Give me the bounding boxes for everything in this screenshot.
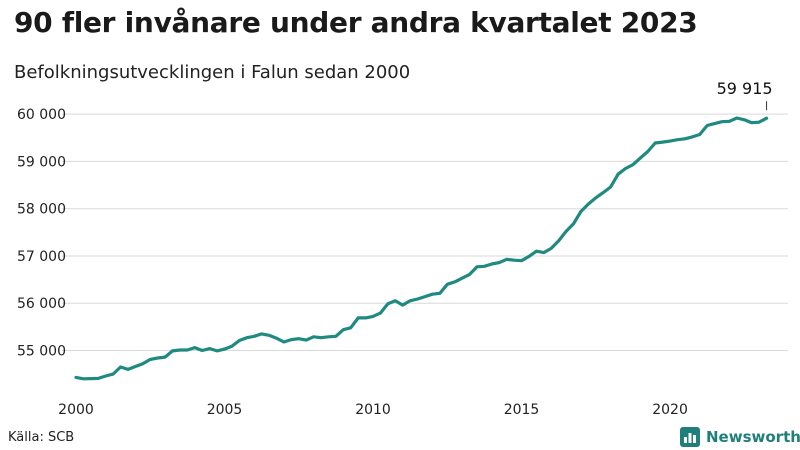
chart-title: 90 fler invånare under andra kvartalet 2… [14, 6, 698, 39]
y-tick-label: 57 000 [17, 249, 66, 265]
chart-subtitle: Befolkningsutvecklingen i Falun sedan 20… [14, 62, 411, 83]
y-tick-label: 59 000 [17, 154, 66, 170]
x-tick-label: 2020 [652, 402, 688, 418]
population-line [74, 116, 769, 381]
brand-name: Newsworthy [706, 428, 800, 446]
source-note: Källa: SCB [8, 430, 75, 445]
y-tick-label: 55 000 [17, 343, 66, 359]
gridlines [62, 113, 788, 351]
bar-chart-logo-icon [680, 427, 700, 447]
series-layer [74, 116, 769, 381]
y-tick-label: 56 000 [17, 296, 66, 312]
x-tick-label: 2010 [355, 402, 391, 418]
y-axis-labels: 55 000 56 000 57 000 58 000 59 000 60 000 [17, 107, 66, 359]
y-tick-label: 60 000 [17, 107, 66, 123]
last-value-label: 59 915 [717, 79, 773, 98]
x-tick-label: 2005 [207, 402, 243, 418]
x-tick-label: 2000 [58, 402, 94, 418]
y-tick-label: 58 000 [17, 202, 66, 218]
brand-logo: Newsworthy [680, 426, 800, 448]
x-tick-label: 2015 [504, 402, 540, 418]
annotation: 59 915 [717, 79, 773, 111]
x-axis-labels: 2000 2005 2010 2015 2020 [58, 402, 688, 418]
